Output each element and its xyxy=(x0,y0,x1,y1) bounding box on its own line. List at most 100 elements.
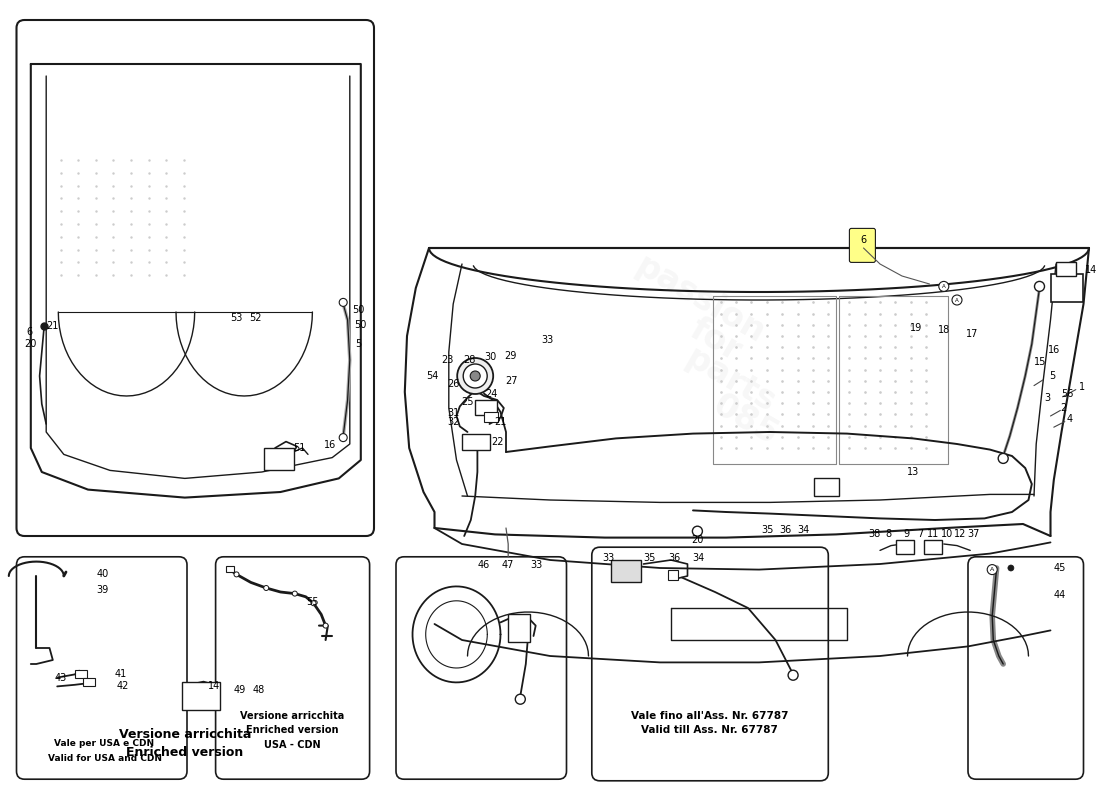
Text: 16: 16 xyxy=(323,440,337,450)
Text: 085: 085 xyxy=(706,388,783,452)
Text: parts: parts xyxy=(679,341,781,419)
Circle shape xyxy=(1008,565,1014,571)
Text: 43: 43 xyxy=(54,673,67,682)
Circle shape xyxy=(339,298,348,306)
Text: 17: 17 xyxy=(966,330,979,339)
Circle shape xyxy=(293,591,297,596)
Text: 50: 50 xyxy=(354,320,367,330)
Text: 54: 54 xyxy=(426,371,439,381)
Text: 28: 28 xyxy=(463,355,476,365)
Text: Enriched version: Enriched version xyxy=(126,746,243,758)
Circle shape xyxy=(339,434,348,442)
Circle shape xyxy=(234,572,239,577)
Circle shape xyxy=(323,623,328,628)
Bar xyxy=(462,434,490,450)
Circle shape xyxy=(470,371,481,381)
Text: 36: 36 xyxy=(779,525,792,534)
Circle shape xyxy=(264,586,268,590)
Text: 32: 32 xyxy=(447,418,460,427)
Bar xyxy=(814,478,839,496)
Text: 22: 22 xyxy=(491,437,504,446)
Text: 48: 48 xyxy=(252,685,265,694)
Text: 37: 37 xyxy=(967,530,980,539)
Bar xyxy=(226,566,233,571)
Text: 50: 50 xyxy=(352,306,365,315)
Text: 38: 38 xyxy=(868,530,881,539)
Bar xyxy=(668,570,678,579)
Text: 35: 35 xyxy=(761,525,774,534)
FancyBboxPatch shape xyxy=(849,229,876,262)
Bar xyxy=(610,560,640,582)
Text: 15: 15 xyxy=(1034,357,1047,366)
Text: Valid till Ass. Nr. 67787: Valid till Ass. Nr. 67787 xyxy=(641,726,778,735)
FancyBboxPatch shape xyxy=(396,557,566,779)
Text: 49: 49 xyxy=(233,685,246,694)
Text: A: A xyxy=(955,298,959,302)
Circle shape xyxy=(515,694,526,704)
Text: Vale per USA e CDN: Vale per USA e CDN xyxy=(54,739,155,749)
Circle shape xyxy=(1034,282,1045,291)
Circle shape xyxy=(463,364,487,388)
Text: 56: 56 xyxy=(1060,389,1074,398)
Text: 24: 24 xyxy=(485,389,498,398)
Text: 6: 6 xyxy=(26,327,33,337)
Bar xyxy=(508,614,530,642)
Text: 25: 25 xyxy=(461,397,474,406)
Circle shape xyxy=(998,454,1009,463)
Text: 27: 27 xyxy=(505,376,518,386)
Bar xyxy=(264,448,294,470)
Text: 36: 36 xyxy=(668,554,681,563)
Text: 52: 52 xyxy=(249,314,262,323)
Text: 39: 39 xyxy=(96,585,109,594)
Text: 7: 7 xyxy=(917,530,924,539)
Circle shape xyxy=(311,601,316,606)
Text: 16: 16 xyxy=(1047,346,1060,355)
Text: 21: 21 xyxy=(46,322,59,331)
Circle shape xyxy=(938,282,949,291)
Bar xyxy=(75,670,87,678)
Text: 1: 1 xyxy=(1079,382,1086,392)
Text: 6: 6 xyxy=(860,235,867,245)
Text: Vale fino all'Ass. Nr. 67787: Vale fino all'Ass. Nr. 67787 xyxy=(630,711,789,721)
Bar xyxy=(896,540,914,554)
Text: 19: 19 xyxy=(910,323,923,333)
Text: 3: 3 xyxy=(1044,394,1050,403)
Text: 10: 10 xyxy=(940,530,954,539)
Text: 31: 31 xyxy=(447,408,460,418)
FancyBboxPatch shape xyxy=(216,557,370,779)
Text: 12: 12 xyxy=(954,530,967,539)
Text: 46: 46 xyxy=(477,560,491,570)
Text: 26: 26 xyxy=(447,379,460,389)
Text: 51: 51 xyxy=(293,443,306,453)
Text: 33: 33 xyxy=(602,554,615,563)
Bar xyxy=(182,682,220,710)
FancyBboxPatch shape xyxy=(16,20,374,536)
Text: 14: 14 xyxy=(1085,266,1098,275)
Text: 23: 23 xyxy=(441,355,454,365)
Text: 34: 34 xyxy=(796,525,810,534)
Text: 9: 9 xyxy=(903,530,910,539)
FancyBboxPatch shape xyxy=(16,557,187,779)
Text: 41: 41 xyxy=(114,670,128,679)
Text: 33: 33 xyxy=(541,335,554,345)
Text: 53: 53 xyxy=(230,314,243,323)
Text: A: A xyxy=(990,567,994,572)
Text: 11: 11 xyxy=(926,530,939,539)
Text: Valid for USA and CDN: Valid for USA and CDN xyxy=(47,754,162,763)
Text: Versione arricchita: Versione arricchita xyxy=(119,728,251,741)
Text: passion: passion xyxy=(629,250,771,350)
Text: 20: 20 xyxy=(24,339,37,349)
Bar xyxy=(1050,274,1082,302)
Text: A: A xyxy=(942,284,946,289)
Text: 21: 21 xyxy=(494,418,507,427)
Text: 40: 40 xyxy=(96,569,109,578)
Text: 47: 47 xyxy=(502,560,515,570)
Text: 29: 29 xyxy=(504,351,517,361)
Text: 18: 18 xyxy=(937,326,950,335)
Bar xyxy=(475,400,497,415)
Text: 30: 30 xyxy=(484,352,497,362)
Bar xyxy=(1056,262,1076,277)
Bar xyxy=(82,678,95,686)
Text: 14: 14 xyxy=(208,682,221,691)
Text: Enriched version: Enriched version xyxy=(246,726,339,735)
